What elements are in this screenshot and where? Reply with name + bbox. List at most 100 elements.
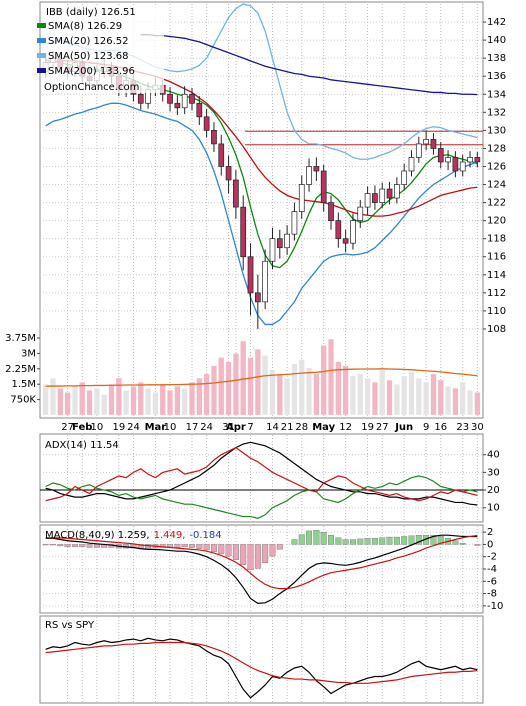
x-tick-label: 27 bbox=[61, 422, 74, 433]
x-tick-label: 30 bbox=[471, 422, 484, 433]
histogram-bar bbox=[291, 539, 298, 545]
y-tick-label: 142 bbox=[487, 17, 506, 28]
legend-swatch bbox=[37, 68, 46, 73]
histogram-bar bbox=[415, 535, 422, 545]
y-tick-label: 10 bbox=[487, 503, 500, 514]
histogram-bar bbox=[474, 544, 481, 546]
histogram-bar bbox=[71, 544, 78, 548]
volume-bar bbox=[459, 381, 466, 416]
candle-body bbox=[276, 238, 283, 249]
candle-body bbox=[394, 184, 400, 199]
x-tick-label: May bbox=[312, 422, 335, 433]
y-tick-label: 134 bbox=[487, 89, 506, 100]
candle-body bbox=[196, 102, 203, 118]
candle-body bbox=[240, 206, 247, 258]
volume-bar bbox=[240, 340, 247, 416]
x-tick-label: 16 bbox=[434, 422, 447, 433]
volume-bar bbox=[225, 361, 232, 416]
volume-bar bbox=[415, 377, 422, 416]
y-tick-label: 128 bbox=[487, 143, 506, 154]
y-tick-label: 136 bbox=[487, 71, 506, 82]
candle-body bbox=[357, 206, 364, 221]
volume-bar bbox=[328, 338, 334, 416]
candle-body bbox=[474, 157, 481, 163]
histogram-bar bbox=[430, 535, 437, 545]
candle-body bbox=[379, 188, 386, 203]
series-line bbox=[45, 534, 478, 590]
volume-bar bbox=[42, 384, 49, 416]
y-tick-label: 140 bbox=[487, 35, 506, 46]
panel-title: RS vs SPY bbox=[45, 620, 95, 631]
y-tick-label: 108 bbox=[487, 324, 506, 335]
histogram-bar bbox=[269, 544, 276, 557]
volume-bar bbox=[467, 390, 473, 416]
histogram-bar bbox=[86, 544, 93, 548]
histogram-bar bbox=[247, 544, 254, 570]
title-part: -0.184 bbox=[189, 530, 221, 541]
legend-swatch bbox=[37, 23, 46, 28]
candle-body bbox=[350, 220, 356, 244]
y-tick-label: 116 bbox=[487, 252, 506, 263]
volume-bar bbox=[474, 392, 481, 416]
series-line bbox=[45, 641, 478, 684]
histogram-bar bbox=[437, 536, 444, 545]
histogram-bar bbox=[313, 530, 320, 545]
candle-body bbox=[452, 157, 459, 172]
y-tick-label: 3.75M bbox=[5, 333, 36, 344]
candle-body bbox=[335, 220, 342, 240]
y-tick-label: 122 bbox=[487, 198, 506, 209]
volume-bar bbox=[269, 369, 276, 416]
histogram-bar bbox=[254, 544, 261, 569]
legend-label: SMA(20) 126.52 bbox=[48, 36, 129, 47]
histogram-bar bbox=[371, 538, 378, 545]
x-tick-label: 10 bbox=[164, 422, 177, 433]
series-line bbox=[45, 534, 478, 605]
candle-body bbox=[430, 139, 437, 149]
volume-bar bbox=[335, 361, 342, 416]
histogram-bar bbox=[64, 544, 71, 548]
y-tick-label: 124 bbox=[487, 180, 506, 191]
x-tick-label: Apr bbox=[226, 422, 246, 433]
x-tick-label: 14 bbox=[266, 422, 279, 433]
x-tick-label: 9 bbox=[423, 422, 429, 433]
candle-body bbox=[328, 202, 334, 221]
volume-bar bbox=[254, 349, 261, 416]
volume-bar bbox=[50, 377, 56, 416]
volume-bar bbox=[357, 373, 364, 416]
x-tick-label: 24 bbox=[200, 422, 213, 433]
x-tick-label: 21 bbox=[281, 422, 294, 433]
y-tick-label: 0 bbox=[487, 539, 493, 550]
candle-body bbox=[401, 170, 408, 185]
candle-body bbox=[167, 93, 173, 104]
legend-box bbox=[42, 5, 164, 93]
histogram-bar bbox=[137, 544, 144, 549]
x-tick-label: 24 bbox=[127, 422, 140, 433]
histogram-bar bbox=[93, 544, 100, 548]
series-line bbox=[45, 441, 478, 506]
histogram-bar bbox=[320, 531, 327, 545]
volume-bar bbox=[437, 379, 444, 416]
volume-bar bbox=[167, 390, 173, 416]
histogram-bar bbox=[298, 534, 305, 545]
volume-bar bbox=[306, 367, 313, 416]
volume-bar bbox=[445, 386, 452, 416]
candle-body bbox=[320, 170, 327, 203]
x-tick-label: 7 bbox=[247, 422, 253, 433]
candle-body bbox=[203, 116, 210, 131]
histogram-bar bbox=[364, 538, 371, 545]
candle-body bbox=[247, 256, 254, 294]
legend-title: IBB (daily) 126.51 bbox=[46, 7, 136, 18]
x-tick-label: 17 bbox=[186, 422, 199, 433]
y-tick-label: 40 bbox=[487, 450, 500, 461]
histogram-bar bbox=[350, 539, 356, 545]
volume-bar bbox=[408, 371, 415, 416]
candle-body bbox=[174, 102, 181, 109]
volume-bar bbox=[342, 365, 349, 416]
y-tick-label: 118 bbox=[487, 234, 506, 245]
y-tick-label: 130 bbox=[487, 125, 506, 136]
volume-bar bbox=[379, 369, 386, 416]
y-tick-label: 138 bbox=[487, 53, 506, 64]
candle-body bbox=[137, 93, 144, 104]
x-tick-label: 28 bbox=[295, 422, 308, 433]
